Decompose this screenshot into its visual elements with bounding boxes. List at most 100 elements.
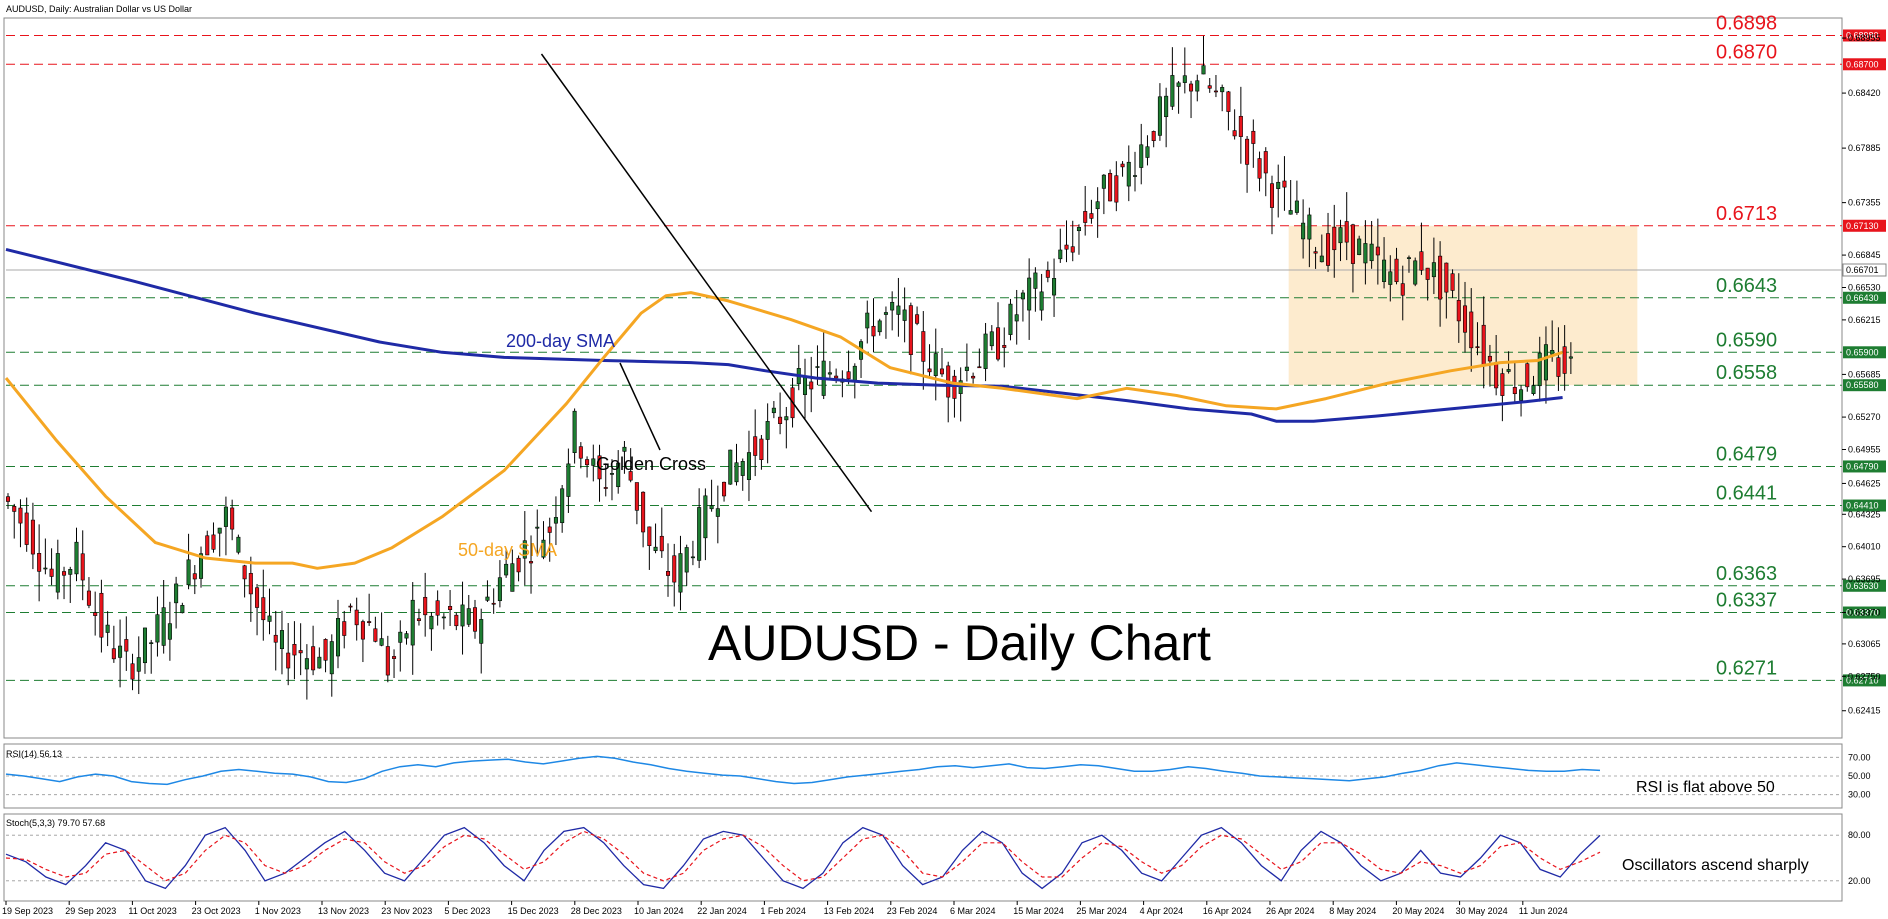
candle-bearish	[578, 446, 583, 459]
rsi-line	[5, 755, 1601, 786]
candle-bullish	[964, 366, 969, 371]
candle-bearish	[242, 565, 247, 580]
level-price-box-text-0.6590: 0.65900	[1846, 347, 1879, 357]
x-tick-label: 13 Nov 2023	[318, 906, 369, 916]
candle-bullish	[1220, 87, 1225, 93]
candle-bearish	[12, 506, 17, 512]
x-tick-label: 11 Jun 2024	[1519, 906, 1568, 916]
candle-bearish	[18, 507, 23, 524]
candle-bearish	[286, 652, 291, 669]
candle-bullish	[1195, 80, 1200, 92]
candle-bearish	[24, 512, 29, 545]
rsi-label: RSI(14) 56.13	[6, 749, 62, 759]
candle-bearish	[1394, 258, 1399, 283]
candle-bearish	[1263, 151, 1268, 174]
candle-bearish	[585, 459, 590, 466]
x-tick-label: 28 Dec 2023	[571, 906, 622, 916]
candle-bearish	[1469, 311, 1474, 349]
x-tick-label: 1 Feb 2024	[760, 906, 806, 916]
candle-bullish	[1182, 75, 1187, 83]
candle-bullish	[983, 333, 988, 369]
candle-bullish	[740, 461, 745, 476]
candle-bearish	[1114, 175, 1119, 203]
candle-bearish	[192, 573, 197, 580]
level-price-box-text-0.6479: 0.64790	[1846, 461, 1879, 471]
candle-bearish	[1494, 362, 1499, 389]
candle-bullish	[865, 312, 870, 329]
candle-bullish	[174, 583, 179, 604]
candle-bullish	[304, 658, 309, 670]
x-tick-label: 23 Feb 2024	[887, 906, 938, 916]
candle-bullish	[1027, 277, 1032, 311]
candle-bearish	[1207, 85, 1212, 89]
candle-bullish	[678, 553, 683, 593]
y-tick-label: 0.64325	[1848, 509, 1881, 519]
candle-bearish	[37, 553, 42, 572]
candle-bearish	[666, 571, 671, 576]
level-price-box-text-0.6363: 0.63630	[1846, 581, 1879, 591]
candle-bearish	[1070, 246, 1075, 253]
candle-bullish	[933, 353, 938, 376]
stoch-level-label: 20.00	[1848, 876, 1871, 886]
candle-bullish	[771, 407, 776, 414]
candle-bullish	[1095, 201, 1100, 210]
level-price-box-text-0.6713: 0.67130	[1846, 221, 1879, 231]
level-price-box-0.6713	[1843, 219, 1886, 232]
candle-bullish	[429, 615, 434, 630]
x-tick-label: 23 Nov 2023	[381, 906, 432, 916]
candle-bullish	[522, 540, 527, 559]
candle-bullish	[802, 375, 808, 395]
candle-bullish	[1052, 278, 1057, 296]
candle-bullish	[703, 495, 708, 539]
candle-bearish	[1419, 251, 1424, 271]
candle-bullish	[697, 507, 702, 561]
candle-bearish	[5, 496, 11, 502]
candle-bearish	[93, 612, 98, 616]
candle-bearish	[392, 656, 397, 659]
candle-bearish	[1213, 90, 1218, 93]
y-tick-label: 0.62750	[1848, 671, 1881, 681]
candle-bearish	[1475, 346, 1480, 348]
candle-bearish	[516, 557, 521, 573]
candle-bullish	[1531, 385, 1536, 394]
candle-bullish	[1568, 356, 1573, 359]
candle-bullish	[715, 508, 720, 517]
y-tick-label: 0.64010	[1848, 542, 1881, 552]
golden-cross-pointer	[619, 362, 661, 451]
candle-bullish	[1363, 243, 1368, 264]
candle-bearish	[1313, 251, 1318, 254]
y-tick-label: 0.63695	[1848, 574, 1881, 584]
candle-bearish	[547, 526, 552, 533]
candle-bullish	[1357, 238, 1362, 255]
candle-bearish	[952, 375, 957, 399]
candle-bearish	[647, 526, 652, 546]
candle-bullish	[535, 526, 540, 529]
candle-bullish	[1543, 344, 1548, 381]
rsi-panel-border	[3, 743, 1843, 809]
y-tick-label: 0.68955	[1848, 33, 1881, 43]
candle-bearish	[416, 618, 421, 621]
candle-bullish	[497, 577, 502, 602]
x-tick-label: 8 May 2024	[1329, 906, 1376, 916]
stoch-k-line	[5, 826, 1601, 890]
x-tick-label: 16 Apr 2024	[1203, 906, 1252, 916]
level-label-0.6590: 0.6590	[1716, 329, 1777, 351]
candle-bearish	[99, 592, 104, 638]
candle-bearish	[298, 650, 303, 654]
candle-bullish	[466, 608, 471, 625]
series-200-day-sma	[5, 247, 1563, 423]
candle-bullish	[118, 645, 123, 658]
candle-bearish	[205, 535, 210, 556]
stoch-level-label: 80.00	[1848, 830, 1871, 840]
candle-bearish	[1556, 357, 1561, 377]
candle-bearish	[915, 314, 920, 324]
candle-bullish	[1176, 82, 1181, 87]
candle-bearish	[1251, 130, 1256, 144]
candle-bearish	[348, 605, 353, 608]
candle-bullish	[199, 553, 204, 579]
candle-bearish	[1108, 173, 1113, 202]
candle-bearish	[641, 491, 646, 533]
candle-bearish	[1450, 273, 1455, 291]
candle-bearish	[871, 325, 876, 337]
candle-bearish	[1226, 91, 1231, 112]
